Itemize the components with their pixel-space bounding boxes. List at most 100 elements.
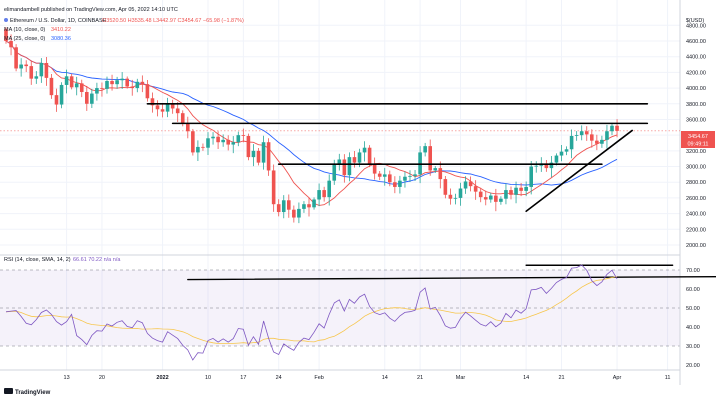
candle-body[interactable]: [302, 204, 306, 209]
candle-body[interactable]: [186, 123, 190, 132]
candle-body[interactable]: [423, 146, 427, 153]
candle-body[interactable]: [327, 180, 331, 198]
candle-body[interactable]: [256, 150, 261, 163]
candle-body[interactable]: [448, 194, 453, 199]
candles[interactable]: [4, 27, 619, 224]
candle-body[interactable]: [281, 200, 286, 213]
candle-body[interactable]: [206, 138, 210, 148]
candle-body[interactable]: [34, 76, 39, 79]
candle-body[interactable]: [403, 176, 407, 181]
candle-body[interactable]: [413, 174, 417, 176]
candle-body[interactable]: [226, 139, 230, 145]
candle-body[interactable]: [584, 131, 589, 135]
symbol-title[interactable]: Ethereum / U.S. Dollar, 1D, COINBASE: [10, 18, 107, 24]
candle-body[interactable]: [509, 190, 513, 195]
candle-body[interactable]: [180, 113, 185, 124]
candle-body[interactable]: [443, 179, 448, 195]
candle-body[interactable]: [494, 195, 498, 202]
candle-body[interactable]: [529, 166, 533, 187]
candle-body[interactable]: [246, 135, 251, 158]
candle-body[interactable]: [79, 83, 84, 93]
candle-body[interactable]: [317, 190, 321, 200]
candle-body[interactable]: [29, 66, 34, 79]
candle-body[interactable]: [74, 83, 79, 88]
candle-body[interactable]: [595, 140, 599, 144]
candle-body[interactable]: [398, 180, 402, 187]
candle-body[interactable]: [276, 204, 281, 213]
candle-body[interactable]: [544, 163, 549, 169]
candle-body[interactable]: [211, 136, 215, 139]
candle-body[interactable]: [382, 174, 387, 177]
candle-body[interactable]: [559, 151, 564, 156]
currency-label[interactable]: $(USD): [686, 18, 705, 24]
rsi-legend[interactable]: RSI (14, close, SMA, 14, 2): [4, 257, 71, 263]
candle-body[interactable]: [312, 199, 316, 208]
candle-body[interactable]: [145, 84, 150, 99]
ma10-legend[interactable]: MA (10, close, 0): [4, 27, 45, 33]
candle-body[interactable]: [590, 134, 594, 141]
candle-body[interactable]: [196, 146, 200, 153]
candle-body[interactable]: [524, 186, 528, 191]
candle-body[interactable]: [241, 135, 246, 136]
candle-body[interactable]: [307, 204, 311, 208]
candle-body[interactable]: [115, 80, 119, 85]
candle-body[interactable]: [322, 190, 326, 198]
candle-body[interactable]: [236, 135, 241, 143]
candle-body[interactable]: [266, 142, 271, 171]
candle-body[interactable]: [438, 168, 443, 180]
candle-body[interactable]: [615, 125, 619, 131]
trendlines[interactable]: [146, 102, 716, 281]
candle-body[interactable]: [473, 186, 478, 192]
candle-body[interactable]: [428, 146, 432, 171]
candle-body[interactable]: [221, 139, 225, 143]
candle-body[interactable]: [59, 84, 64, 105]
candle-body[interactable]: [352, 157, 357, 163]
trendline[interactable]: [525, 129, 634, 213]
candle-body[interactable]: [140, 81, 145, 85]
candle-body[interactable]: [367, 147, 372, 165]
candle-body[interactable]: [554, 155, 559, 163]
candle-body[interactable]: [478, 191, 483, 198]
ma25-legend[interactable]: MA (25, close, 0): [4, 36, 45, 42]
candle-body[interactable]: [519, 187, 523, 191]
candle-body[interactable]: [504, 190, 508, 199]
candle-body[interactable]: [605, 131, 609, 140]
candle-body[interactable]: [534, 165, 539, 167]
candle-body[interactable]: [160, 109, 165, 112]
candle-body[interactable]: [463, 181, 468, 189]
candle-body[interactable]: [569, 135, 574, 150]
candle-body[interactable]: [130, 86, 135, 89]
candle-body[interactable]: [514, 187, 518, 195]
candle-body[interactable]: [19, 64, 23, 69]
candle-body[interactable]: [468, 181, 473, 187]
candle-body[interactable]: [297, 208, 301, 218]
candle-body[interactable]: [271, 170, 276, 205]
candle-body[interactable]: [155, 105, 160, 110]
candle-body[interactable]: [261, 142, 266, 163]
candle-body[interactable]: [14, 47, 18, 69]
candle-body[interactable]: [231, 142, 236, 145]
candle-body[interactable]: [388, 174, 392, 183]
candle-body[interactable]: [135, 81, 140, 89]
candle-body[interactable]: [564, 149, 569, 152]
candle-body[interactable]: [287, 200, 291, 210]
candle-body[interactable]: [408, 175, 412, 177]
candle-body[interactable]: [69, 76, 74, 88]
candle-body[interactable]: [170, 103, 175, 109]
candle-body[interactable]: [216, 136, 220, 143]
candle-body[interactable]: [150, 98, 155, 106]
candle-body[interactable]: [165, 103, 170, 112]
trendline[interactable]: [187, 275, 716, 281]
candle-body[interactable]: [458, 188, 463, 198]
candle-body[interactable]: [579, 131, 584, 136]
candle-body[interactable]: [292, 209, 296, 218]
candle-body[interactable]: [499, 198, 503, 202]
candle-body[interactable]: [337, 159, 342, 165]
candle-body[interactable]: [433, 168, 438, 171]
candle-body[interactable]: [357, 152, 362, 163]
candle-body[interactable]: [372, 164, 377, 174]
candle-body[interactable]: [342, 159, 347, 176]
candle-body[interactable]: [54, 95, 59, 105]
candle-body[interactable]: [549, 162, 554, 169]
